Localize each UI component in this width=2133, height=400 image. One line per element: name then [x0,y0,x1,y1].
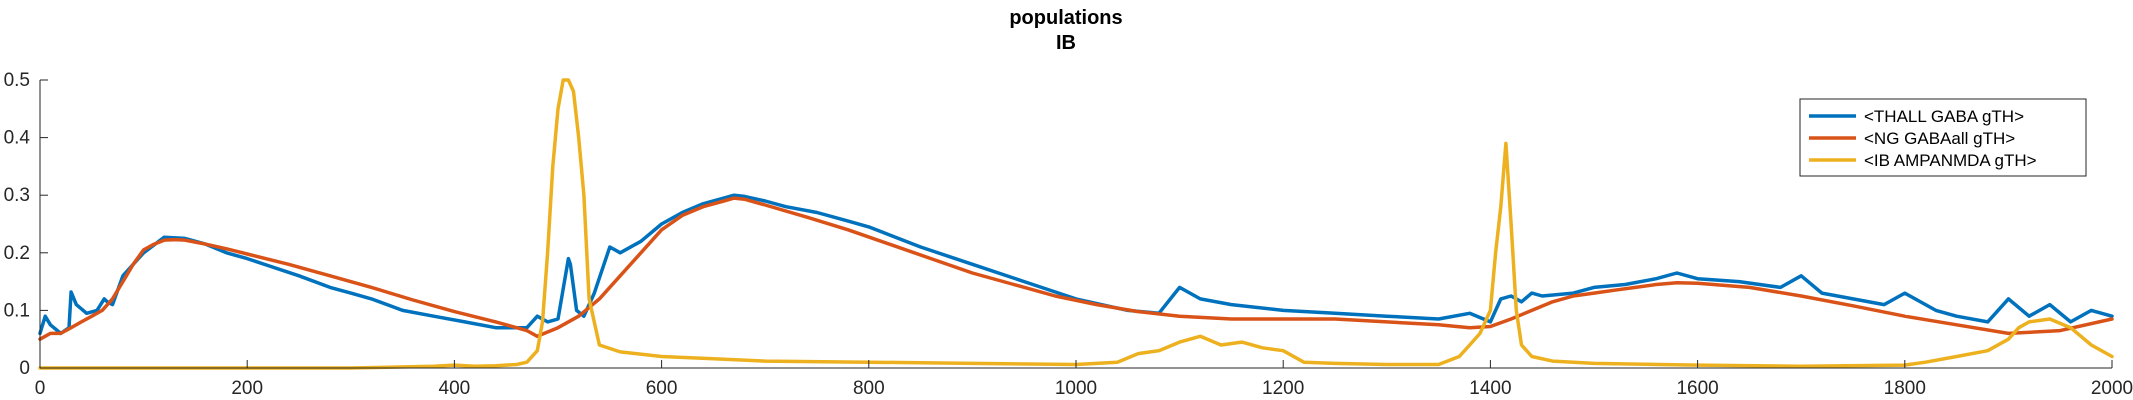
legend-label: <NG GABAall gTH> [1864,129,2015,148]
series-line-0 [38,193,2114,336]
legend: <THALL GABA gTH> <NG GABAall gTH> <IB AMPA… [1799,98,2087,177]
y-tick-label: 0.2 [4,243,30,264]
chart-title: populations [1009,7,1122,29]
x-tick-label: 200 [231,378,263,399]
y-tick-label: 0.4 [4,128,31,149]
x-tick-label: 1600 [1676,378,1718,399]
y-tick-label: 0.5 [4,70,30,91]
x-tick-label: 400 [439,378,471,399]
legend-label: <THALL GABA gTH> [1864,107,2024,126]
series-line-1 [38,196,2114,341]
x-tick-label: 1200 [1262,378,1304,399]
x-ticks: 0 200 400 600 800 1000 1200 1400 1600 1800 2000 [35,360,2133,399]
x-tick-label: 800 [853,378,885,399]
legend-label: <IB AMPANMDA gTH> [1864,151,2037,170]
y-tick-label: 0.3 [4,185,30,206]
x-tick-label: 0 [35,378,46,399]
x-tick-label: 1000 [1055,378,1097,399]
y-tick-label: 0 [19,358,30,379]
x-tick-label: 1400 [1469,378,1511,399]
series-layer [38,78,2114,370]
y-tick-label: 0.1 [4,300,30,321]
series-line-2 [38,78,2114,370]
y-ticks: 0 0.1 0.2 0.3 0.4 0.5 [4,70,48,379]
x-tick-label: 1800 [1884,378,1926,399]
x-tick-label: 2000 [2091,378,2133,399]
chart-subtitle: IB [1056,32,1076,54]
x-tick-label: 600 [646,378,678,399]
